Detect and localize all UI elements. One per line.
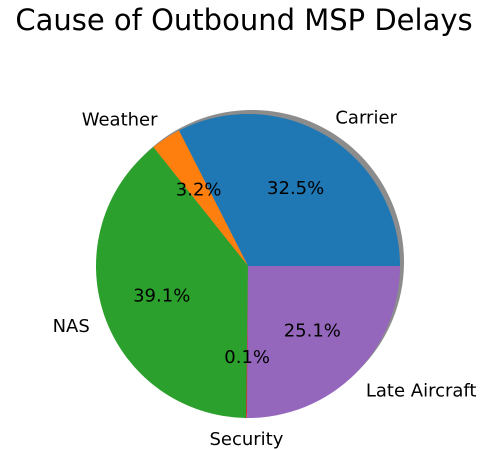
slice-label-late-aircraft: Late Aircraft bbox=[366, 381, 477, 402]
pie-slice-weather bbox=[153, 130, 248, 266]
pct-label-carrier: 32.5% bbox=[267, 178, 324, 199]
pct-label-weather: 3.2% bbox=[176, 179, 222, 200]
pie-slice-carrier bbox=[178, 114, 400, 267]
slice-label-nas: NAS bbox=[53, 316, 90, 337]
pie-slice-late-aircraft bbox=[247, 266, 400, 418]
pct-label-security: 0.1% bbox=[224, 347, 270, 368]
pct-label-late-aircraft: 25.1% bbox=[284, 321, 341, 342]
pie-slice-nas bbox=[95, 147, 248, 418]
pie-labels: Carrier 32.5% Weather 3.2% NAS 39.1% Security 0… bbox=[53, 107, 477, 449]
pie-slice-security bbox=[246, 266, 248, 418]
slice-label-security: Security bbox=[209, 429, 283, 449]
slice-label-carrier: Carrier bbox=[335, 107, 397, 128]
slice-label-weather: Weather bbox=[82, 109, 158, 130]
pie-slices bbox=[95, 114, 400, 418]
chart-title: Cause of Outbound MSP Delays bbox=[15, 3, 472, 37]
pct-label-nas: 39.1% bbox=[133, 286, 190, 307]
